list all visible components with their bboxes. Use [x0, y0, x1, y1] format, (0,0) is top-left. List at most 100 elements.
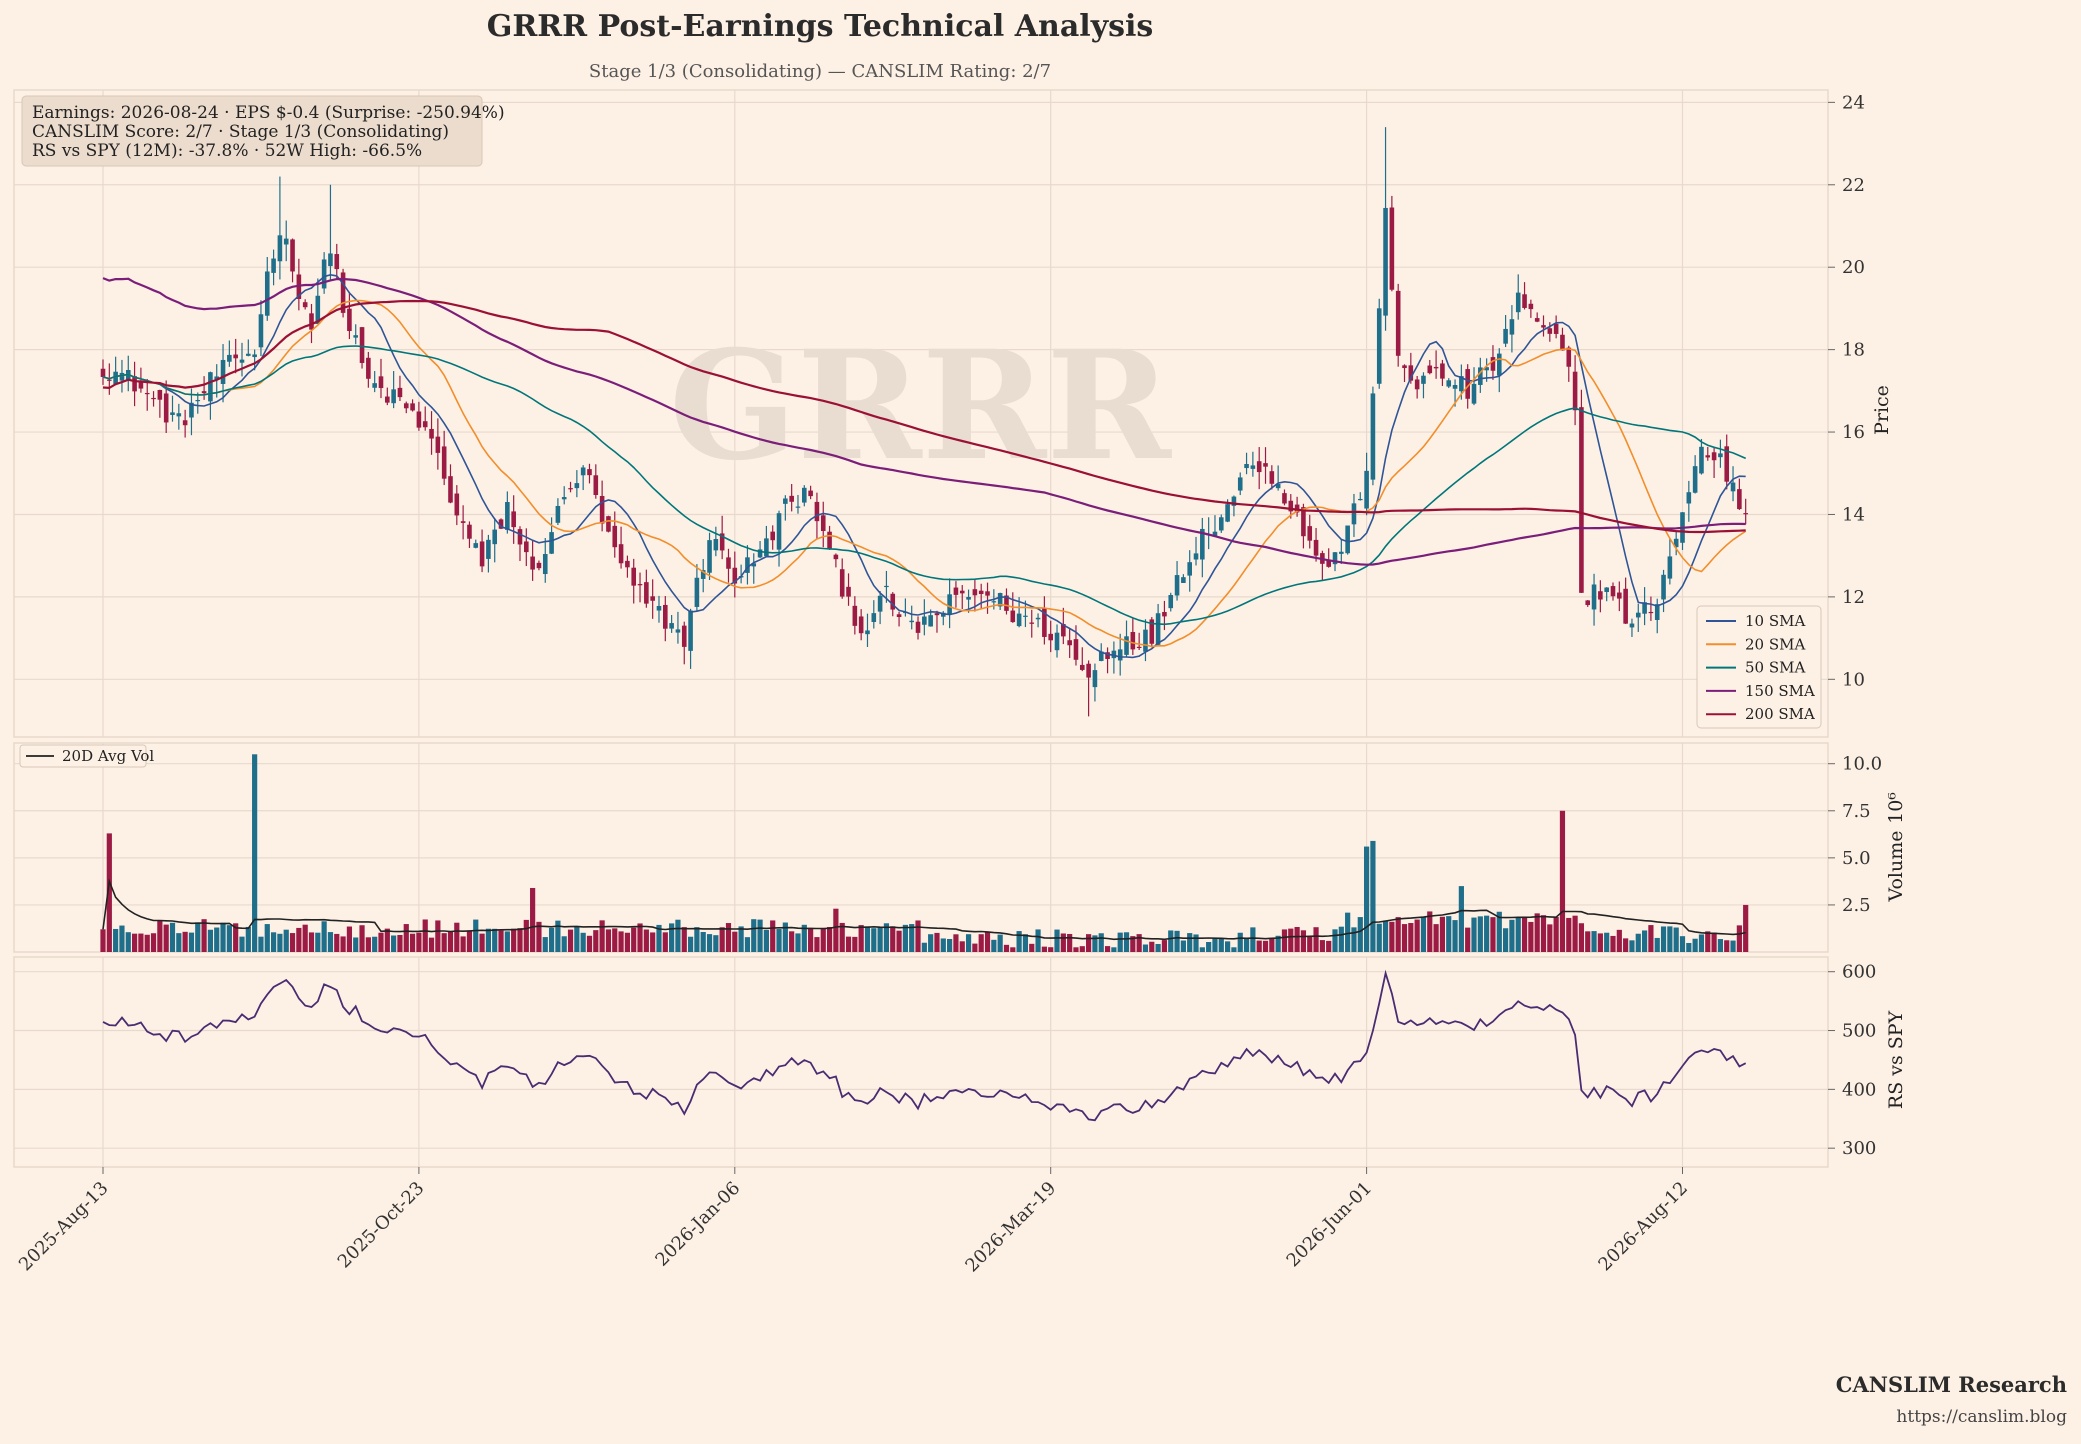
volume-bar	[1218, 938, 1224, 952]
volume-bar	[441, 933, 447, 952]
volume-bar	[308, 932, 315, 952]
price-tick-label: 24	[1842, 92, 1865, 113]
volume-bar	[1496, 911, 1502, 952]
candle-body	[966, 596, 971, 600]
volume-bar	[593, 930, 599, 952]
volume-bar	[656, 924, 662, 952]
volume-bar	[1401, 924, 1408, 952]
volume-bar	[1395, 917, 1401, 952]
volume-bar	[296, 927, 302, 952]
candle-body	[290, 239, 295, 272]
volume-tick-label: 5.0	[1842, 848, 1871, 869]
candle-body	[1484, 367, 1489, 371]
candle-body	[1509, 319, 1515, 335]
volume-bar	[1635, 933, 1641, 952]
candle-body	[410, 403, 415, 411]
volume-bar	[751, 919, 757, 952]
volume-bar	[1458, 886, 1464, 952]
candle-body	[536, 562, 542, 569]
candle-body	[1301, 507, 1306, 537]
volume-bar	[485, 928, 491, 952]
volume-bar	[991, 939, 997, 952]
volume-scale-label: 10⁶	[1885, 792, 1907, 824]
candle-body	[1402, 365, 1407, 369]
candle-body	[227, 354, 232, 362]
candle-body	[1256, 461, 1262, 473]
candle-body	[745, 557, 750, 573]
volume-bar	[214, 927, 220, 952]
candle-body	[1061, 624, 1066, 637]
volume-bar	[1199, 947, 1205, 952]
candle-body	[1181, 577, 1186, 583]
candle-body	[1244, 464, 1249, 469]
volume-bar	[334, 933, 340, 952]
candle-body	[991, 601, 997, 603]
candle-body	[751, 563, 757, 567]
volume-bar	[1332, 929, 1338, 952]
candle-body	[1585, 600, 1591, 606]
volume-bar	[637, 923, 643, 952]
x-tick-label: 2025-Oct-23	[334, 1178, 429, 1273]
candle-body	[1667, 556, 1673, 579]
volume-bar	[586, 935, 593, 952]
volume-bar	[820, 928, 826, 952]
volume-bar	[1471, 917, 1477, 952]
volume-bar	[1736, 925, 1742, 952]
volume-bar	[346, 926, 353, 952]
rs-axis-label: RS vs SPY	[1885, 1010, 1907, 1109]
candle-body	[997, 593, 1003, 607]
sma-line-50	[102, 345, 1747, 626]
volume-bar	[536, 921, 542, 952]
volume-bar	[1149, 941, 1155, 952]
volume-bar	[605, 929, 612, 952]
volume-bar	[814, 937, 820, 952]
candle-body	[972, 589, 978, 596]
candle-body	[1339, 551, 1344, 554]
candle-body	[467, 524, 472, 539]
volume-bar	[953, 934, 959, 952]
volume-bar	[1288, 928, 1294, 952]
candle-body	[1471, 383, 1477, 404]
candle-body	[1288, 500, 1294, 512]
candle-body	[498, 519, 504, 529]
candle-body	[947, 594, 952, 615]
candle-body	[1617, 592, 1622, 599]
volume-bar	[845, 936, 852, 952]
candle-body	[372, 383, 377, 388]
candle-body	[1092, 670, 1098, 688]
volume-legend: 20D Avg Vol	[19, 744, 154, 768]
volume-bar	[612, 928, 618, 952]
volume-bar	[530, 887, 536, 952]
volume-bar	[1237, 932, 1243, 952]
volume-bar	[864, 926, 871, 952]
candle-body	[1515, 292, 1521, 313]
volume-bar	[713, 935, 719, 952]
candle-body	[1168, 595, 1174, 609]
candle-body	[1023, 615, 1028, 617]
volume-bar	[1136, 934, 1142, 952]
volume-bar	[144, 934, 150, 952]
volume-bar	[195, 922, 201, 952]
candle-body	[328, 253, 333, 267]
volume-bar	[220, 922, 226, 952]
candle-body	[1174, 575, 1180, 596]
volume-bar	[1484, 915, 1490, 952]
candle-body	[574, 483, 580, 489]
candle-body	[182, 420, 188, 426]
candle-body	[606, 516, 611, 532]
volume-bar	[732, 931, 738, 952]
price-tick-label: 10	[1842, 669, 1865, 690]
volume-bar	[808, 927, 814, 952]
volume-bar	[1281, 929, 1288, 952]
candle-body	[1307, 526, 1313, 541]
candle-body	[1452, 385, 1458, 389]
volume-bar	[852, 936, 858, 952]
volume-bar	[1256, 940, 1262, 952]
candle-body	[726, 557, 731, 569]
candle-body	[429, 428, 434, 439]
volume-bar	[1572, 915, 1578, 952]
candle-body	[1604, 587, 1609, 593]
candle-body	[1117, 649, 1123, 661]
volume-bar	[965, 934, 972, 952]
candle-body	[132, 376, 137, 392]
